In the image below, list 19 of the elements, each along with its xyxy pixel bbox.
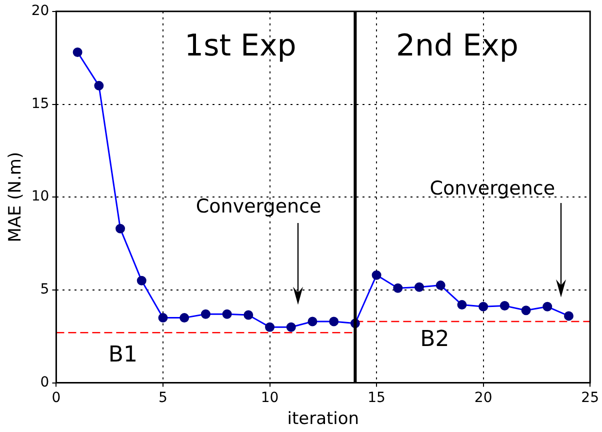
x-tick-label: 0: [52, 390, 61, 406]
x-tick-label: 20: [474, 390, 492, 406]
x-tick-label: 25: [581, 390, 600, 406]
y-tick-label: 10: [31, 188, 50, 205]
y-axis-title: MAE (N.m): [6, 152, 26, 242]
x-tick-label: 5: [158, 390, 168, 406]
annotation: B2: [420, 327, 450, 352]
x-tick-label: 10: [260, 390, 279, 406]
annotation: Convergence: [196, 195, 322, 218]
y-tick-label: 0: [40, 374, 50, 390]
annotation: 2nd Exp: [396, 28, 518, 64]
annotation: B1: [108, 342, 138, 368]
y-tick-label: 15: [31, 96, 50, 112]
x-axis-title: iteration: [287, 409, 360, 430]
x-tick-label: 15: [368, 390, 386, 406]
annotation: Convergence: [430, 178, 556, 200]
y-tick-label: 20: [31, 3, 50, 20]
y-tick-label: 5: [40, 282, 50, 298]
annotation: 1st Exp: [184, 28, 296, 64]
